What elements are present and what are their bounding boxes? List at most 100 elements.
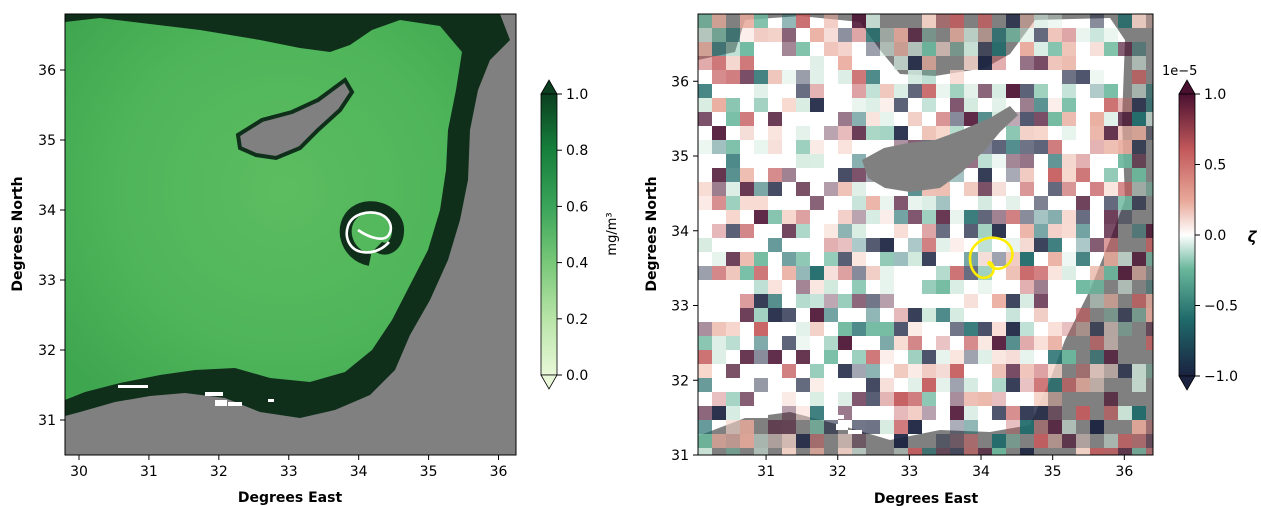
vorticity-cell xyxy=(782,14,796,28)
vorticity-cell xyxy=(894,56,908,70)
vorticity-cell xyxy=(866,364,880,378)
vorticity-cell xyxy=(726,98,740,112)
vorticity-cell xyxy=(1062,98,1076,112)
left-xtick-label: 33 xyxy=(280,464,298,480)
vorticity-cell xyxy=(1034,364,1048,378)
vorticity-cell xyxy=(992,98,1006,112)
vorticity-cell xyxy=(950,434,964,448)
vorticity-cell xyxy=(1118,266,1132,280)
vorticity-cell xyxy=(768,280,782,294)
left-ytick-label: 35 xyxy=(38,133,56,149)
vorticity-cell xyxy=(824,28,838,42)
vorticity-cell xyxy=(782,70,796,84)
vorticity-cell xyxy=(1076,252,1090,266)
vorticity-cell xyxy=(838,336,852,350)
vorticity-cell xyxy=(1048,182,1062,196)
vorticity-cell xyxy=(726,42,740,56)
vorticity-cell xyxy=(768,28,782,42)
vorticity-cell xyxy=(978,56,992,70)
vorticity-cell xyxy=(852,126,866,140)
vorticity-cell xyxy=(922,448,936,455)
vorticity-cell xyxy=(1076,196,1090,210)
vorticity-cell xyxy=(908,308,922,322)
vorticity-cell xyxy=(1090,112,1104,126)
vorticity-cell xyxy=(1118,14,1132,28)
vorticity-cell xyxy=(1132,294,1146,308)
vorticity-cell xyxy=(1076,168,1090,182)
vorticity-cell xyxy=(978,448,992,455)
vorticity-cell xyxy=(1090,280,1104,294)
vorticity-cell xyxy=(726,252,740,266)
vorticity-cell xyxy=(992,28,1006,42)
vorticity-cell xyxy=(1104,196,1118,210)
vorticity-cell xyxy=(1020,14,1034,28)
right-colorbar-bottom-extend xyxy=(1178,375,1196,391)
vorticity-cell xyxy=(754,196,768,210)
vorticity-cell xyxy=(1076,238,1090,252)
vorticity-cell xyxy=(964,336,978,350)
vorticity-cell xyxy=(1020,322,1034,336)
vorticity-cell xyxy=(922,98,936,112)
vorticity-cell xyxy=(950,364,964,378)
vorticity-cell xyxy=(950,378,964,392)
vorticity-cell xyxy=(698,266,712,280)
vorticity-cell xyxy=(740,252,754,266)
vorticity-cell xyxy=(866,196,880,210)
vorticity-cell xyxy=(754,70,768,84)
vorticity-cell xyxy=(796,350,810,364)
vorticity-cell xyxy=(866,322,880,336)
vorticity-cell xyxy=(950,28,964,42)
vorticity-cell xyxy=(1104,434,1118,448)
vorticity-cell xyxy=(740,294,754,308)
vorticity-cell xyxy=(880,112,894,126)
vorticity-cell xyxy=(978,42,992,56)
vorticity-cell xyxy=(1020,112,1034,126)
vorticity-cell xyxy=(1090,350,1104,364)
vorticity-cell xyxy=(964,182,978,196)
vorticity-cell xyxy=(908,84,922,98)
vorticity-cell xyxy=(1118,196,1132,210)
vorticity-cell xyxy=(894,126,908,140)
right-ylabel: Degrees North xyxy=(644,176,660,291)
vorticity-cell xyxy=(1048,392,1062,406)
vorticity-cell xyxy=(698,28,712,42)
vorticity-cell xyxy=(992,210,1006,224)
vorticity-cell xyxy=(894,42,908,56)
vorticity-cell xyxy=(712,70,726,84)
vorticity-cell xyxy=(880,420,894,434)
vorticity-cell xyxy=(768,112,782,126)
vorticity-cell xyxy=(712,126,726,140)
left-colorbar-ticks: 0.0 0.2 0.4 0.6 0.8 1.0 xyxy=(557,87,588,384)
vorticity-cell xyxy=(1118,154,1132,168)
vorticity-cell xyxy=(936,210,950,224)
vorticity-cell xyxy=(1132,56,1146,70)
vorticity-cell xyxy=(1006,336,1020,350)
vorticity-cell xyxy=(754,252,768,266)
vorticity-cell xyxy=(1118,252,1132,266)
vorticity-cell xyxy=(1062,70,1076,84)
vorticity-cell xyxy=(698,14,712,28)
vorticity-cell xyxy=(1020,252,1034,266)
vorticity-cell xyxy=(880,126,894,140)
vorticity-cell xyxy=(950,84,964,98)
vorticity-cell xyxy=(698,84,712,98)
vorticity-cell xyxy=(1118,280,1132,294)
vorticity-cell xyxy=(964,406,978,420)
vorticity-cell xyxy=(936,378,950,392)
vorticity-cell xyxy=(866,294,880,308)
vorticity-cell xyxy=(1062,42,1076,56)
vorticity-cell xyxy=(726,196,740,210)
vorticity-cell xyxy=(936,266,950,280)
vorticity-cell xyxy=(740,196,754,210)
vorticity-cell xyxy=(950,420,964,434)
vorticity-cell xyxy=(754,434,768,448)
vorticity-cell xyxy=(964,322,978,336)
vorticity-cell xyxy=(1062,224,1076,238)
vorticity-cell xyxy=(1146,14,1153,28)
vorticity-cell xyxy=(1090,294,1104,308)
vorticity-cell xyxy=(810,140,824,154)
vorticity-cell xyxy=(922,210,936,224)
vorticity-cell xyxy=(866,28,880,42)
vorticity-cell xyxy=(1020,448,1034,455)
vorticity-cell xyxy=(1104,336,1118,350)
